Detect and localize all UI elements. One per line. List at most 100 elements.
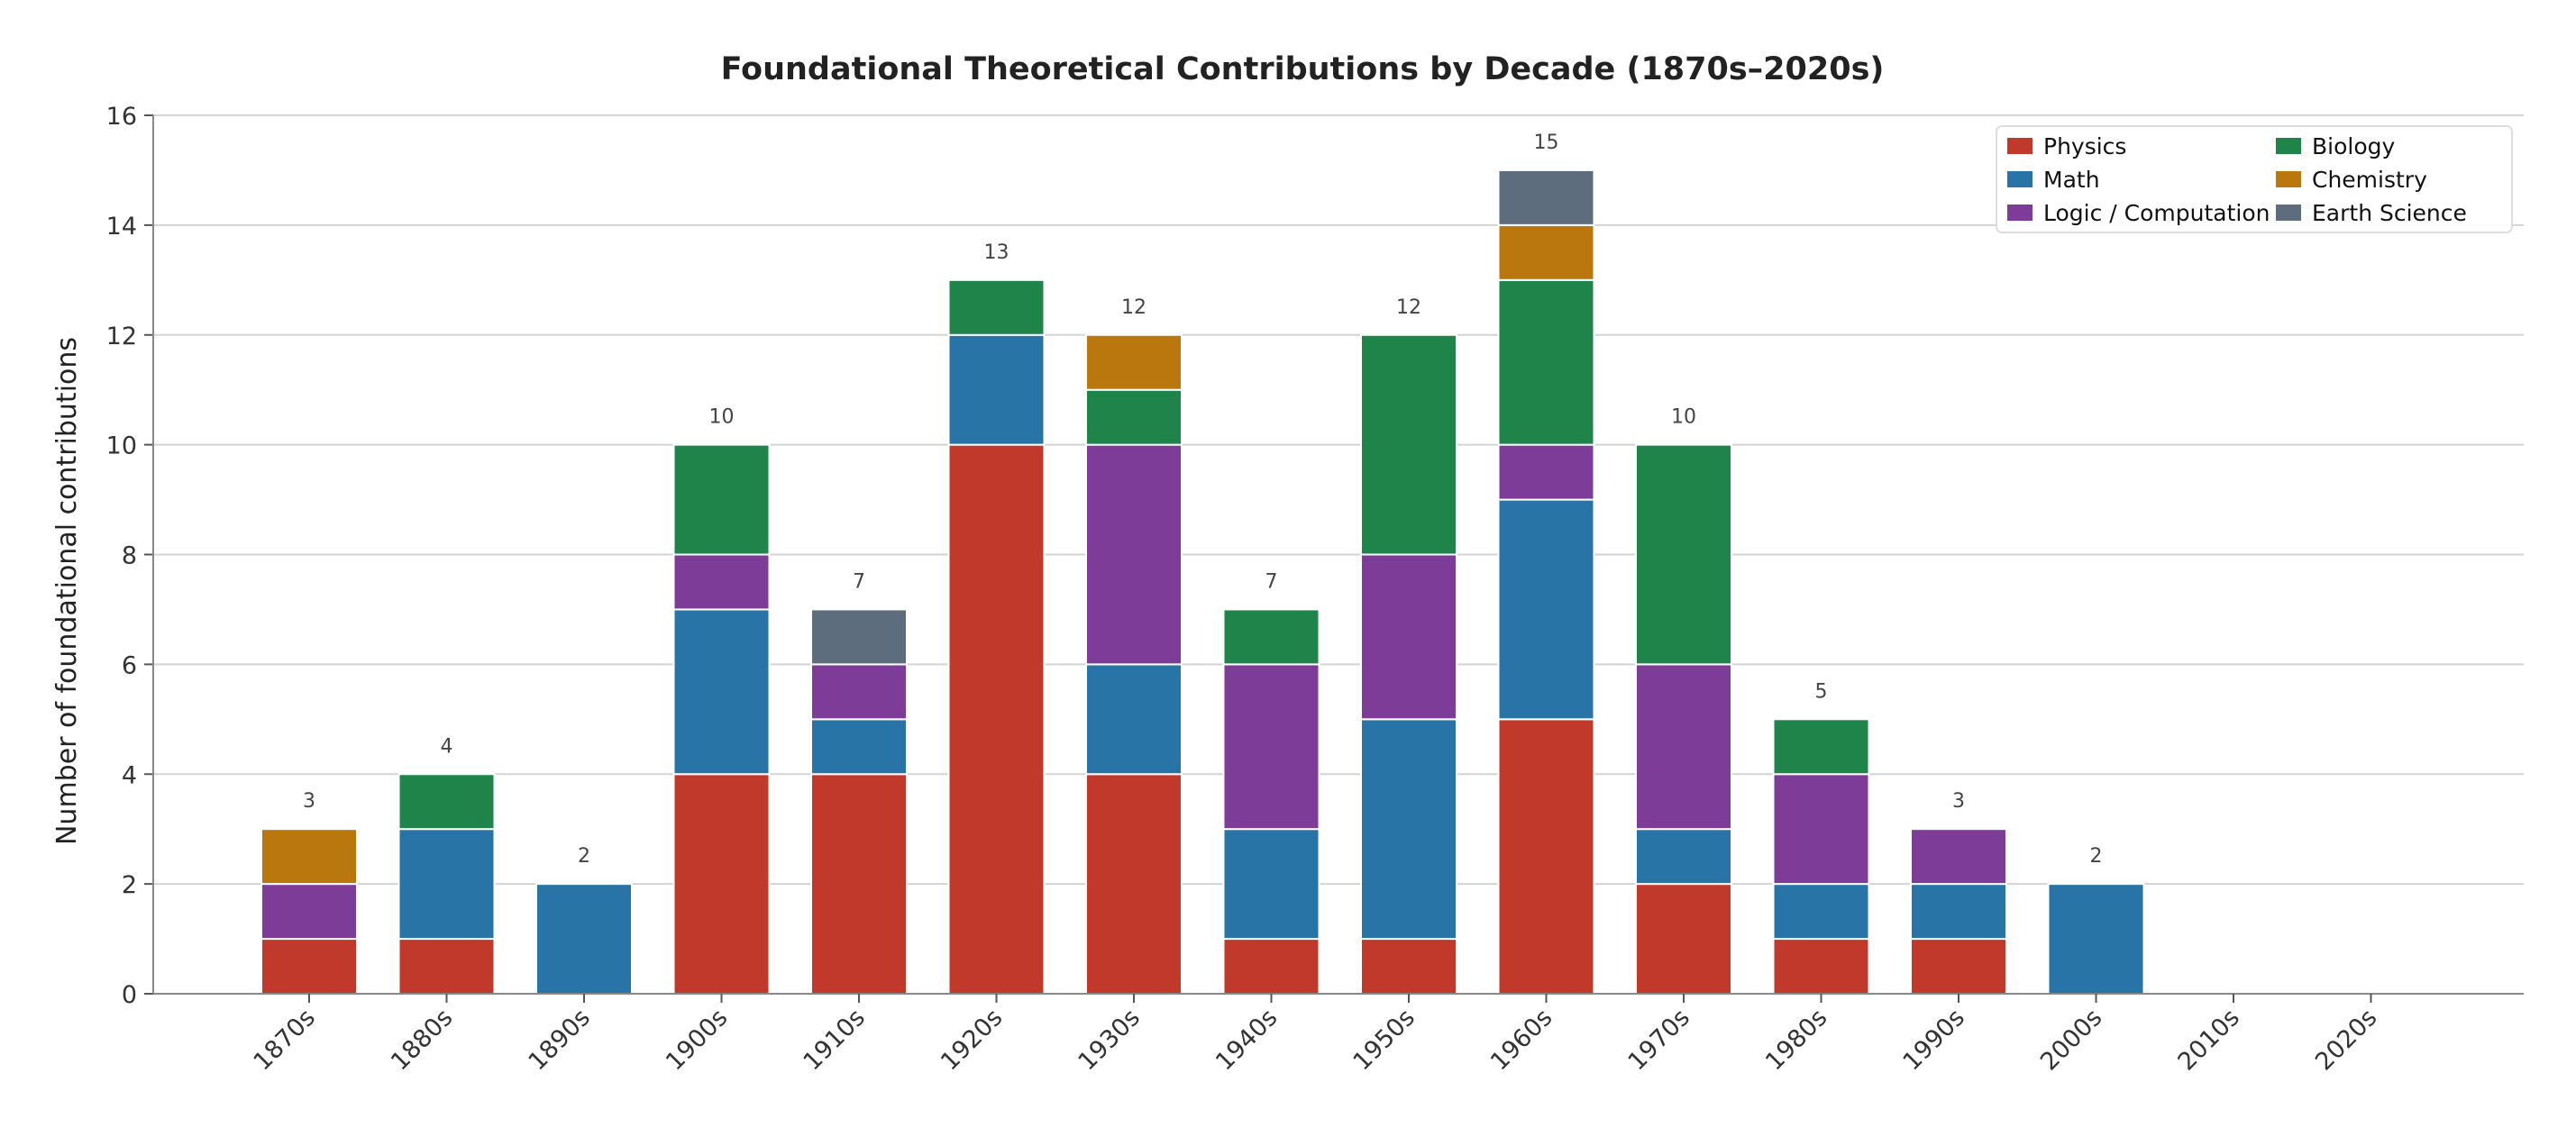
bar-math-1980s xyxy=(1772,883,1870,941)
bar-logic-computation-1910s xyxy=(810,663,908,721)
bar-physics-1910s xyxy=(810,773,908,995)
bar-math-1940s xyxy=(1222,828,1320,941)
legend-swatch xyxy=(2276,205,2301,221)
total-label: 7 xyxy=(853,570,865,593)
bar-earth-science-1960s xyxy=(1497,168,1595,226)
bar-physics-1940s xyxy=(1222,938,1320,995)
bar-biology-1900s xyxy=(672,443,771,556)
bar-math-1960s xyxy=(1497,498,1595,721)
y-tick-label: 0 xyxy=(122,981,137,1009)
bar-math-1950s xyxy=(1360,718,1457,941)
bar-biology-1980s xyxy=(1772,718,1870,776)
bar-logic-computation-1970s xyxy=(1635,663,1732,831)
bar-biology-1950s xyxy=(1360,333,1457,556)
bar-biology-1920s xyxy=(947,278,1046,336)
x-tick-label: 1870s xyxy=(248,1004,320,1076)
total-label: 10 xyxy=(1671,406,1696,429)
bar-logic-computation-1960s xyxy=(1497,443,1595,501)
legend: Physics Math Logic / Computation Biology Che… xyxy=(1996,125,2513,233)
bar-physics-1930s xyxy=(1085,773,1183,995)
bar-math-1990s xyxy=(1910,883,2007,941)
x-tick-label: 2020s xyxy=(2310,1004,2382,1076)
y-tick-label: 14 xyxy=(106,213,137,241)
legend-label: Chemistry xyxy=(2312,167,2427,193)
bar-math-2000s xyxy=(2047,883,2145,995)
legend-swatch xyxy=(2007,171,2032,187)
bar-physics-1970s xyxy=(1635,883,1732,995)
bar-biology-1960s xyxy=(1497,278,1595,446)
total-label: 2 xyxy=(2090,845,2103,868)
y-tick-label: 12 xyxy=(106,323,137,350)
legend-label: Physics xyxy=(2043,133,2126,159)
x-tick-label: 1940s xyxy=(1210,1004,1283,1076)
legend-swatch xyxy=(2276,171,2301,187)
bar-math-1880s xyxy=(397,828,496,941)
y-tick-label: 6 xyxy=(122,651,137,679)
bar-biology-1880s xyxy=(397,773,496,831)
total-label: 7 xyxy=(1265,570,1278,593)
bar-physics-1950s xyxy=(1360,938,1457,995)
legend-box xyxy=(1996,125,2513,233)
total-label: 3 xyxy=(1952,790,1965,813)
bar-chemistry-1930s xyxy=(1085,333,1183,391)
chart-title: Foundational Theoretical Contributions b… xyxy=(721,51,1885,87)
bar-math-1900s xyxy=(672,608,771,776)
x-tick-label: 1990s xyxy=(1897,1004,1969,1076)
x-tick-label: 1920s xyxy=(936,1004,1008,1076)
x-tick-label: 1980s xyxy=(1760,1004,1832,1076)
bar-logic-computation-1980s xyxy=(1772,773,1870,886)
y-tick-label: 2 xyxy=(122,871,137,899)
total-label: 13 xyxy=(984,241,1009,264)
x-tick-label: 1880s xyxy=(386,1004,458,1076)
y-tick-label: 16 xyxy=(106,103,137,131)
bar-physics-1920s xyxy=(947,443,1046,995)
legend-label: Earth Science xyxy=(2312,200,2467,226)
x-tick-label: 1890s xyxy=(523,1004,595,1076)
bar-physics-1870s xyxy=(260,938,358,995)
bar-physics-1880s xyxy=(397,938,496,995)
bar-math-1910s xyxy=(810,718,908,776)
bar-logic-computation-1940s xyxy=(1222,663,1320,831)
y-tick-label: 8 xyxy=(122,542,137,570)
bar-physics-1900s xyxy=(672,773,771,995)
y-axis-label: Number of foundational contributions xyxy=(51,337,83,845)
bar-logic-computation-1990s xyxy=(1910,828,2007,886)
x-tick-label: 1910s xyxy=(798,1004,870,1076)
bar-biology-1940s xyxy=(1222,608,1320,666)
x-tick-label: 1960s xyxy=(1485,1004,1557,1076)
bar-logic-computation-1930s xyxy=(1085,443,1183,666)
y-tick-label: 4 xyxy=(122,761,137,789)
total-label: 4 xyxy=(441,735,453,758)
x-tick-label: 2000s xyxy=(2035,1004,2107,1076)
legend-label: Logic / Computation xyxy=(2043,200,2270,226)
bar-earth-science-1910s xyxy=(810,608,908,666)
bar-logic-computation-1870s xyxy=(260,883,358,941)
bar-logic-computation-1950s xyxy=(1360,553,1457,721)
legend-swatch xyxy=(2007,138,2032,154)
bars xyxy=(260,168,2145,995)
bar-math-1920s xyxy=(947,333,1046,446)
bar-biology-1970s xyxy=(1635,443,1732,666)
total-label: 2 xyxy=(578,845,590,868)
bar-biology-1930s xyxy=(1085,388,1183,446)
legend-swatch xyxy=(2007,205,2032,221)
bar-physics-1990s xyxy=(1910,938,2007,995)
x-tick-label: 1970s xyxy=(1622,1004,1694,1076)
total-label: 12 xyxy=(1121,296,1146,319)
bar-math-1890s xyxy=(535,883,633,995)
total-label: 5 xyxy=(1815,680,1828,703)
bar-physics-1960s xyxy=(1497,718,1595,995)
x-tick-label: 1930s xyxy=(1073,1004,1145,1076)
gridlines xyxy=(153,114,2524,886)
bar-chemistry-1960s xyxy=(1497,223,1595,281)
total-label: 10 xyxy=(709,406,735,429)
bar-physics-1980s xyxy=(1772,938,1870,995)
total-label: 3 xyxy=(303,790,315,813)
legend-label: Biology xyxy=(2312,133,2396,159)
x-tick-label: 2010s xyxy=(2172,1004,2244,1076)
total-label: 12 xyxy=(1396,296,1421,319)
legend-swatch xyxy=(2276,138,2301,154)
bar-math-1930s xyxy=(1085,663,1183,776)
bar-math-1970s xyxy=(1635,828,1732,886)
